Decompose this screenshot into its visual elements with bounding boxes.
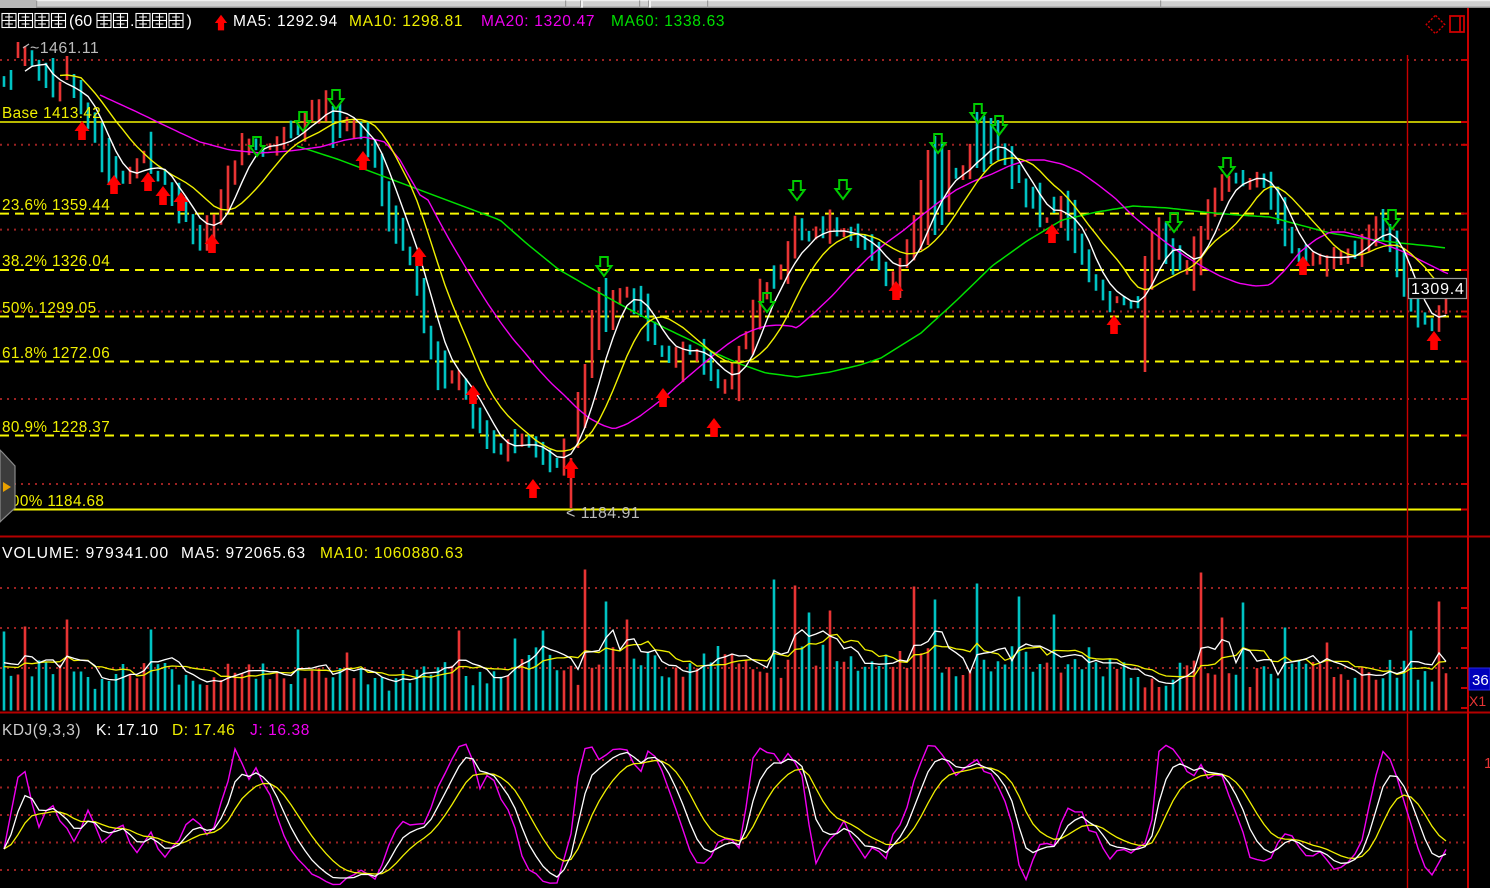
svg-text:X1: X1 [1469,693,1486,709]
svg-text:1: 1 [1484,755,1490,772]
svg-text:1309.4: 1309.4 [1411,281,1465,298]
svg-text:.: . [130,13,134,30]
svg-text:50% 1299.05: 50% 1299.05 [2,300,97,317]
svg-text:Base 1413.42: Base 1413.42 [2,105,101,122]
svg-text:36: 36 [1472,672,1489,689]
svg-text:MA60: 1338.63: MA60: 1338.63 [611,13,725,30]
svg-text:MA5: 1292.94: MA5: 1292.94 [233,13,338,30]
svg-text:100% 1184.68: 100% 1184.68 [2,493,104,510]
svg-text:MA10: 1060880.63: MA10: 1060880.63 [320,545,464,562]
svg-text:23.6% 1359.44: 23.6% 1359.44 [2,197,110,214]
svg-text:KDJ(9,3,3): KDJ(9,3,3) [2,722,81,739]
svg-text:K: 17.10: K: 17.10 [96,722,159,739]
svg-text:80.9% 1228.37: 80.9% 1228.37 [2,419,110,436]
svg-text:38.2% 1326.04: 38.2% 1326.04 [2,253,110,270]
svg-text:MA5: 972065.63: MA5: 972065.63 [181,545,306,562]
svg-text:J: 16.38: J: 16.38 [250,722,310,739]
svg-text:D: 17.46: D: 17.46 [172,722,235,739]
svg-text:VOLUME: 979341.00: VOLUME: 979341.00 [2,545,169,562]
svg-text:< 1184.91: < 1184.91 [566,505,640,522]
svg-text:MA20: 1320.47: MA20: 1320.47 [481,13,595,30]
svg-text:(60: (60 [69,13,92,30]
svg-text:MA10: 1298.81: MA10: 1298.81 [349,13,463,30]
svg-text:~1461.11: ~1461.11 [30,40,99,57]
svg-text:61.8% 1272.06: 61.8% 1272.06 [2,345,110,362]
svg-text:): ) [187,13,192,30]
